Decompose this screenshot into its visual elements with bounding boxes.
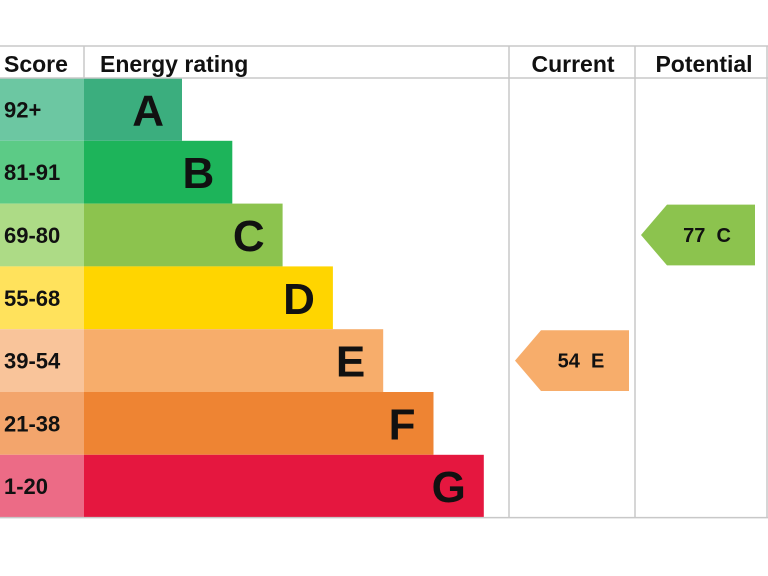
chart-header-row: Score Energy rating Current Potential	[4, 51, 753, 77]
header-potential: Potential	[655, 51, 752, 77]
score-cell-a	[0, 78, 84, 141]
band-letter-f: F	[389, 400, 416, 449]
score-cell-c	[0, 203, 84, 267]
rating-bands: 92+ A 81-91 B 69-80 C 55-68 D 39-54 E 21-38 F 1-20 G	[0, 78, 484, 518]
score-range-a: 92+	[4, 97, 41, 122]
band-letter-c: C	[233, 212, 265, 261]
score-cell-b	[0, 140, 84, 204]
score-range-d: 55-68	[4, 286, 60, 311]
score-range-b: 81-91	[4, 160, 60, 185]
current-rating-label: 54 E	[558, 351, 605, 373]
current-rating-arrow	[515, 330, 629, 391]
band-letter-b: B	[183, 149, 215, 198]
band-letter-g: G	[432, 463, 466, 512]
score-range-e: 39-54	[4, 349, 61, 374]
header-current: Current	[531, 51, 614, 77]
band-bar-d	[84, 266, 333, 330]
band-bar-e	[84, 329, 384, 392]
header-energy-rating: Energy rating	[100, 51, 248, 77]
band-bar-a	[84, 78, 182, 141]
band-letter-e: E	[336, 338, 365, 387]
band-bar-b	[84, 140, 233, 204]
band-bar-c	[84, 203, 283, 267]
score-range-c: 69-80	[4, 223, 60, 248]
score-range-f: 21-38	[4, 411, 60, 436]
header-score: Score	[4, 51, 68, 77]
score-cell-f	[0, 392, 84, 455]
band-bar-g	[84, 454, 484, 518]
band-letter-a: A	[132, 86, 164, 135]
potential-rating-arrow	[641, 204, 755, 266]
table-grid	[0, 45, 768, 519]
score-cell-e	[0, 329, 84, 392]
potential-rating-label: 77 C	[683, 225, 731, 247]
band-letter-d: D	[283, 275, 315, 324]
rating-indicators: 54 E 77 C	[515, 204, 755, 391]
score-cell-g	[0, 454, 84, 518]
score-range-g: 1-20	[4, 474, 48, 499]
band-bar-f	[84, 392, 434, 455]
score-cell-d	[0, 266, 84, 330]
